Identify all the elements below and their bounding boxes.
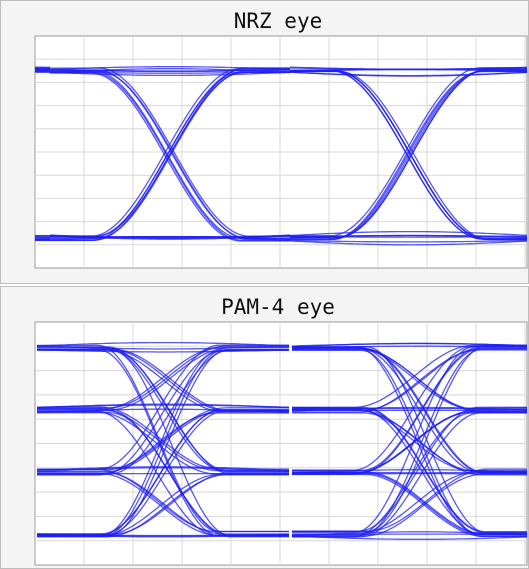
panel-title: PAM-4 eye — [221, 295, 335, 319]
panel-title: NRZ eye — [234, 9, 323, 33]
eye-diagrams: NRZ eye PAM-4 eye — [0, 0, 529, 569]
page: {"panels": [{"title": "NRZ eye"}, {"titl… — [0, 0, 529, 569]
